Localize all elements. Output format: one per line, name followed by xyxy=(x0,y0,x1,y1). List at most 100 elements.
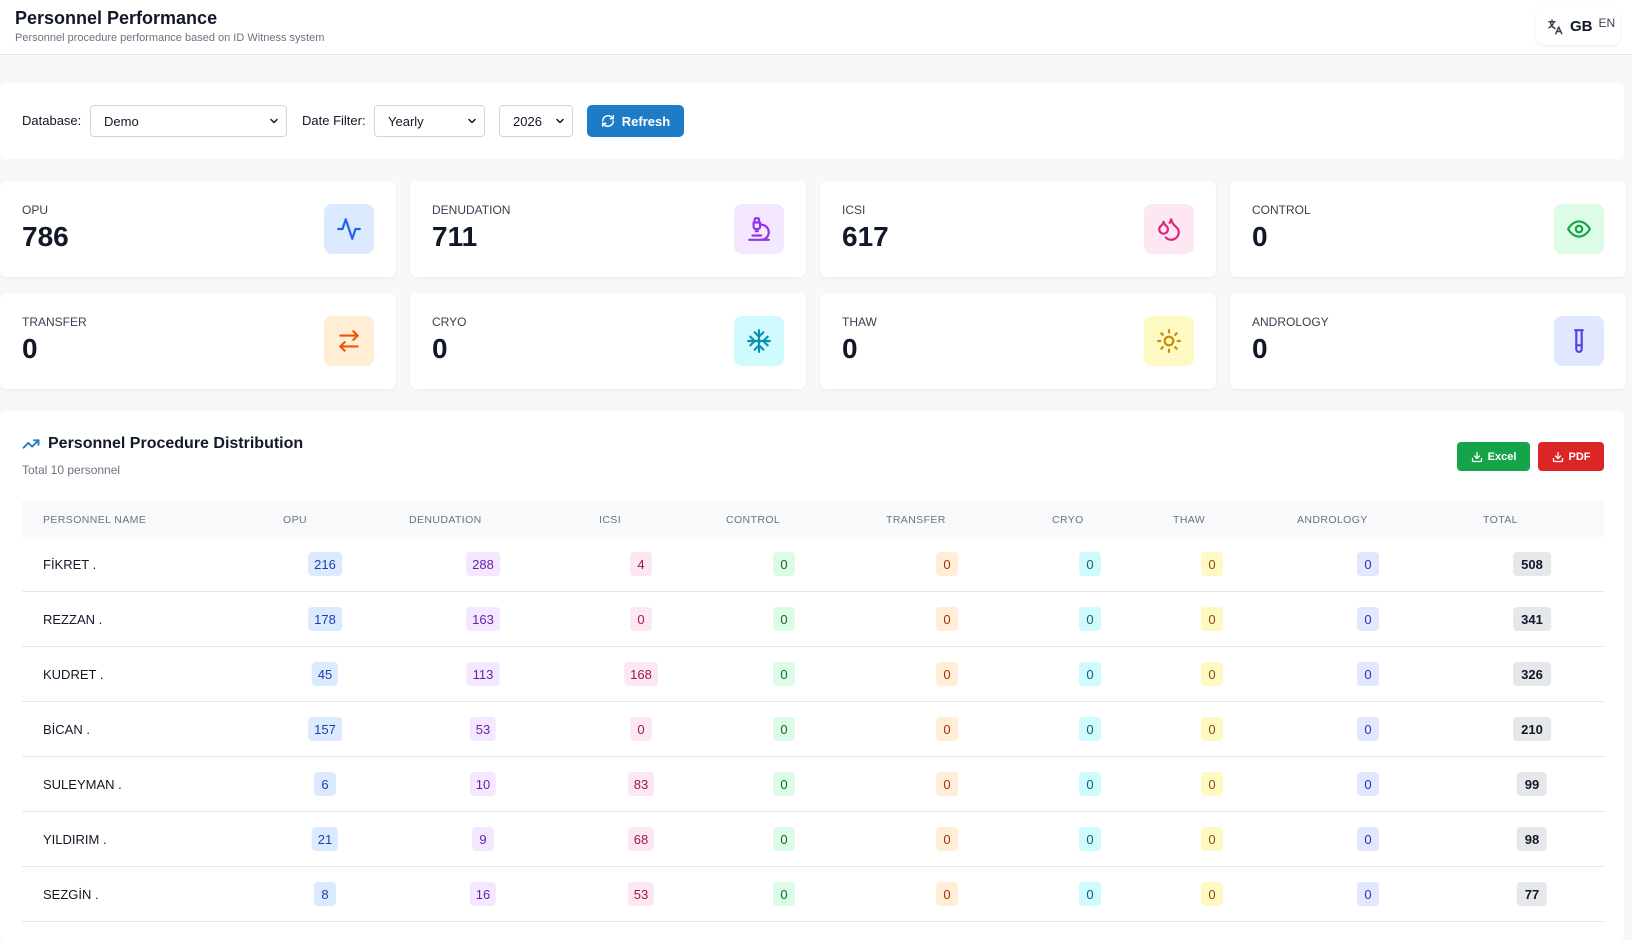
denudation-count-badge: 53 xyxy=(469,717,497,741)
transfer-count-badge: 0 xyxy=(936,827,958,851)
database-select[interactable]: Demo xyxy=(90,105,287,137)
personnel-name: FİKRET . xyxy=(43,557,97,572)
eye-icon xyxy=(1554,204,1604,254)
stat-card-opu: OPU 786 xyxy=(0,181,396,277)
transfer-count-badge: 0 xyxy=(936,717,958,741)
cryo-count-badge: 0 xyxy=(1079,662,1101,686)
table-row[interactable]: SEZGİN . 8 16 53 0 0 0 0 0 77 xyxy=(22,867,1604,922)
control-count-badge: 0 xyxy=(773,717,795,741)
page-header: Personnel Performance Personnel procedur… xyxy=(0,0,1632,55)
total-count-badge: 210 xyxy=(1513,717,1551,741)
date-filter-select[interactable]: Yearly xyxy=(374,105,485,137)
andrology-count-badge: 0 xyxy=(1357,827,1379,851)
stat-card-thaw: THAW 0 xyxy=(820,293,1216,389)
personnel-name: SEZGİN . xyxy=(43,887,99,902)
icsi-count-badge: 4 xyxy=(630,552,652,576)
excel-export-button[interactable]: Excel xyxy=(1457,442,1530,471)
cryo-count-badge: 0 xyxy=(1079,717,1101,741)
column-header-total[interactable]: TOTAL xyxy=(1483,514,1518,526)
transfer-count-badge: 0 xyxy=(936,882,958,906)
stat-value: 711 xyxy=(432,221,478,252)
icsi-count-badge: 0 xyxy=(630,607,652,631)
excel-export-label: Excel xyxy=(1487,450,1517,463)
snowflake-icon xyxy=(734,316,784,366)
control-count-badge: 0 xyxy=(773,552,795,576)
column-header-name[interactable]: PERSONNEL NAME xyxy=(43,514,147,526)
icsi-count-badge: 168 xyxy=(624,662,658,686)
icsi-count-badge: 83 xyxy=(627,772,655,796)
cryo-count-badge: 0 xyxy=(1079,552,1101,576)
table-row[interactable]: KUDRET . 45 113 168 0 0 0 0 0 326 xyxy=(22,647,1604,702)
column-header-transfer[interactable]: TRANSFER xyxy=(886,514,946,526)
stat-value: 617 xyxy=(842,221,889,252)
chevron-down-icon xyxy=(556,118,564,124)
distribution-subtitle: Total 10 personnel xyxy=(22,463,121,477)
cryo-count-badge: 0 xyxy=(1079,882,1101,906)
andrology-count-badge: 0 xyxy=(1357,882,1379,906)
total-count-badge: 326 xyxy=(1513,662,1551,686)
thaw-count-badge: 0 xyxy=(1201,827,1223,851)
opu-count-badge: 45 xyxy=(311,662,339,686)
chevron-down-icon xyxy=(468,118,476,124)
denudation-count-badge: 163 xyxy=(466,607,500,631)
andrology-count-badge: 0 xyxy=(1357,552,1379,576)
denudation-count-badge: 9 xyxy=(472,827,494,851)
stat-value: 786 xyxy=(22,221,69,252)
arrows-exchange-icon xyxy=(324,316,374,366)
chevron-down-icon xyxy=(270,118,278,124)
column-header-control[interactable]: CONTROL xyxy=(726,514,781,526)
column-header-icsi[interactable]: ICSI xyxy=(599,514,622,526)
control-count-badge: 0 xyxy=(773,662,795,686)
opu-count-badge: 178 xyxy=(308,607,342,631)
column-header-opu[interactable]: OPU xyxy=(283,514,307,526)
column-header-denudation[interactable]: DENUDATION xyxy=(409,514,482,526)
denudation-count-badge: 16 xyxy=(469,882,497,906)
stat-card-transfer: TRANSFER 0 xyxy=(0,293,396,389)
cryo-count-badge: 0 xyxy=(1079,607,1101,631)
control-count-badge: 0 xyxy=(773,772,795,796)
andrology-count-badge: 0 xyxy=(1357,607,1379,631)
stat-label: TRANSFER xyxy=(22,315,87,329)
table-row[interactable]: SULEYMAN . 6 10 83 0 0 0 0 0 99 xyxy=(22,757,1604,812)
refresh-icon xyxy=(601,115,614,127)
transfer-count-badge: 0 xyxy=(936,552,958,576)
total-count-badge: 508 xyxy=(1513,552,1551,576)
denudation-count-badge: 113 xyxy=(466,662,500,686)
language-switcher[interactable]: GB EN xyxy=(1536,8,1620,45)
filter-bar: Database: Demo Date Filter: Yearly 2026 … xyxy=(0,83,1624,159)
pdf-export-button[interactable]: PDF xyxy=(1538,442,1604,471)
stat-label: CONTROL xyxy=(1252,203,1311,217)
table-row[interactable]: BİCAN . 157 53 0 0 0 0 0 0 210 xyxy=(22,702,1604,757)
droplets-icon xyxy=(1144,204,1194,254)
total-count-badge: 99 xyxy=(1516,772,1548,796)
stat-label: CRYO xyxy=(432,315,467,329)
database-select-value: Demo xyxy=(104,113,139,129)
column-header-thaw[interactable]: THAW xyxy=(1173,514,1206,526)
year-select[interactable]: 2026 xyxy=(499,105,573,137)
column-header-cryo[interactable]: CRYO xyxy=(1052,514,1084,526)
table-row[interactable]: FİKRET . 216 288 4 0 0 0 0 0 508 xyxy=(22,537,1604,592)
table-row[interactable]: REZZAN . 178 163 0 0 0 0 0 0 341 xyxy=(22,592,1604,647)
stat-value: 0 xyxy=(1252,221,1268,252)
database-label: Database: xyxy=(22,113,82,128)
sun-icon xyxy=(1144,316,1194,366)
refresh-button[interactable]: Refresh xyxy=(587,105,684,137)
andrology-count-badge: 0 xyxy=(1357,717,1379,741)
thaw-count-badge: 0 xyxy=(1201,882,1223,906)
table-row[interactable]: YILDIRIM . 21 9 68 0 0 0 0 0 98 xyxy=(22,812,1604,867)
download-icon xyxy=(1471,451,1482,462)
distribution-title: Personnel Procedure Distribution xyxy=(48,435,304,452)
refresh-button-label: Refresh xyxy=(621,113,671,129)
total-count-badge: 98 xyxy=(1516,827,1548,851)
activity-icon xyxy=(324,204,374,254)
transfer-count-badge: 0 xyxy=(936,662,958,686)
control-count-badge: 0 xyxy=(773,607,795,631)
stat-label: ANDROLOGY xyxy=(1252,315,1329,329)
opu-count-badge: 157 xyxy=(308,717,342,741)
distribution-title-row: Personnel Procedure Distribution xyxy=(22,435,303,453)
table-header: PERSONNEL NAME OPU DENUDATION ICSI CONTR… xyxy=(22,501,1604,537)
stat-label: ICSI xyxy=(842,203,866,217)
column-header-andrology[interactable]: ANDROLOGY xyxy=(1297,514,1368,526)
stat-value: 0 xyxy=(22,333,38,364)
transfer-count-badge: 0 xyxy=(936,772,958,796)
